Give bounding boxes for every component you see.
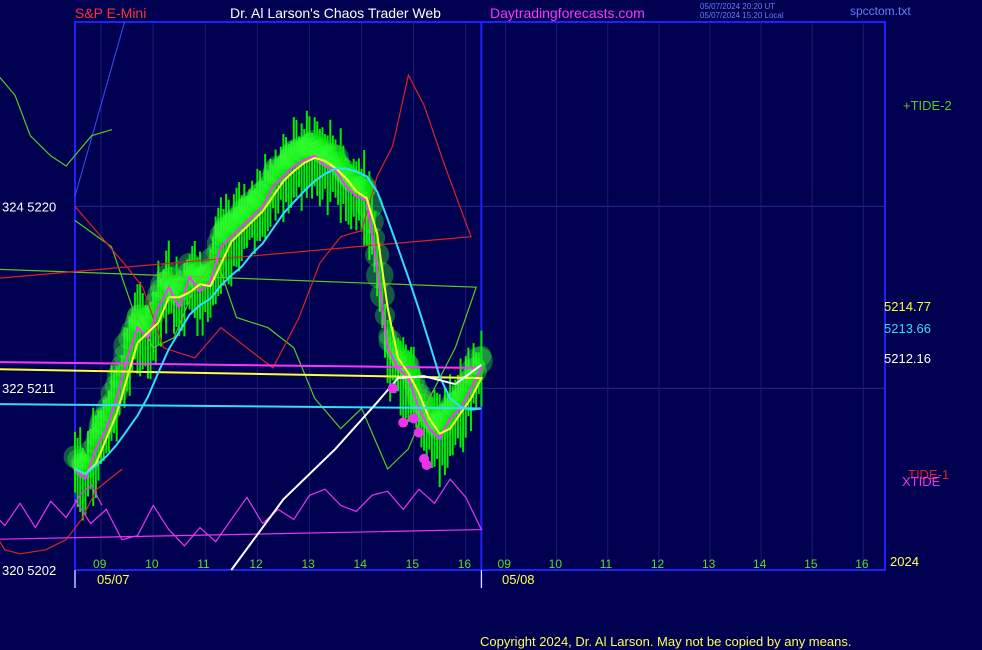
y-tick-label: 320 5202 (2, 563, 56, 578)
x-tick-label: 14 (753, 557, 767, 571)
grid-lines (75, 22, 885, 570)
x-tick-label: 16 (458, 557, 472, 571)
series-label-tide2: +TIDE-2 (903, 98, 952, 113)
instrument-title: S&P E-Mini (75, 5, 147, 21)
ma-short-line (0, 156, 484, 476)
marker-dot (398, 417, 409, 428)
series-line-xtide (0, 478, 483, 547)
x-tick-label: 12 (249, 557, 263, 571)
value-label-yellow: 5214.77 (884, 299, 931, 314)
x-tick-label: 15 (406, 557, 420, 571)
timestamp-local: 05/07/2024 15:20 Local (700, 11, 784, 20)
x-tick-label: 10 (549, 557, 563, 571)
date-label-1: 05/07 (97, 572, 130, 587)
series-lines (0, 73, 484, 571)
ma-medium-line (0, 167, 482, 476)
marker-dots (387, 383, 432, 470)
x-tick-label: 14 (354, 557, 368, 571)
trend-line (74, 21, 125, 197)
marker-dot (387, 383, 398, 394)
axis-ticks: 324 5220 322 5211 320 5202 09 10 11 12 13 14 15 16… (2, 199, 869, 578)
value-label-cyan: 5213.66 (884, 321, 931, 336)
series-line-tide-1 (0, 73, 472, 555)
timestamp-ut: 05/07/2024 20:20 UT (700, 2, 776, 11)
x-tick-label: 15 (804, 557, 818, 571)
series-line-close (0, 154, 484, 481)
marker-dot (413, 427, 424, 438)
value-label-white: 5212.16 (884, 351, 931, 366)
chart-frame (74, 21, 886, 588)
x-tick-label: 10 (145, 557, 159, 571)
site-title: Dr. Al Larson's Chaos Trader Web (230, 5, 441, 21)
x-tick-label: 09 (498, 557, 512, 571)
x-tick-label: 12 (651, 557, 665, 571)
x-tick-label: 13 (301, 557, 315, 571)
x-tick-label: 16 (855, 557, 869, 571)
x-tick-label: 11 (197, 557, 210, 571)
x-tick-label: 11 (600, 557, 613, 571)
series-label-xtide: XTIDE (902, 474, 941, 489)
marker-dot (421, 459, 432, 470)
data-filename: spcctom.txt (850, 4, 911, 18)
y-tick-label: 322 5211 (2, 381, 55, 396)
ma-long-line (230, 363, 482, 571)
site-url[interactable]: Daytradingforecasts.com (490, 5, 645, 21)
copyright-notice: Copyright 2024, Dr. Al Larson. May not b… (480, 634, 852, 649)
marker-dot (408, 413, 419, 424)
y-tick-label: 324 5220 (2, 199, 56, 214)
year-label: 2024 (890, 554, 919, 569)
x-tick-label: 13 (702, 557, 716, 571)
x-tick-label: 09 (93, 557, 107, 571)
series-label-tide1: TIDE-1 (908, 467, 950, 482)
date-label-2: 05/08 (502, 572, 535, 587)
